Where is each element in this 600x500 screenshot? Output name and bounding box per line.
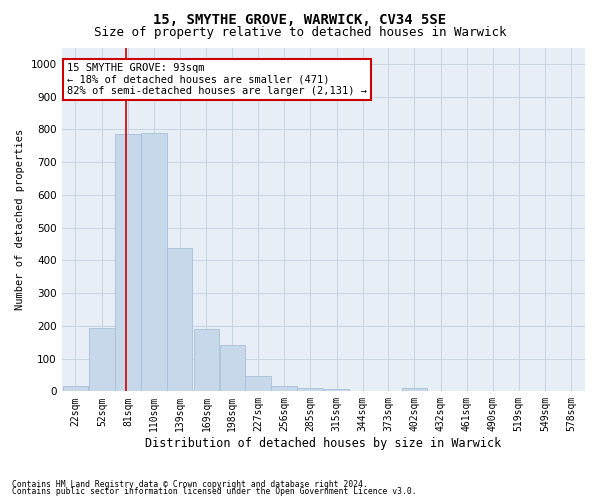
Bar xyxy=(89,328,115,392)
Y-axis label: Number of detached properties: Number of detached properties xyxy=(15,129,25,310)
Text: 15, SMYTHE GROVE, WARWICK, CV34 5SE: 15, SMYTHE GROVE, WARWICK, CV34 5SE xyxy=(154,12,446,26)
Bar xyxy=(297,388,323,392)
Bar xyxy=(167,248,193,392)
Bar xyxy=(245,376,271,392)
Text: Contains public sector information licensed under the Open Government Licence v3: Contains public sector information licen… xyxy=(12,487,416,496)
Bar xyxy=(62,386,88,392)
Bar xyxy=(194,329,219,392)
Bar xyxy=(271,386,297,392)
Text: Size of property relative to detached houses in Warwick: Size of property relative to detached ho… xyxy=(94,26,506,39)
Bar xyxy=(115,134,140,392)
Bar xyxy=(324,389,349,392)
Bar xyxy=(401,388,427,392)
Text: Contains HM Land Registry data © Crown copyright and database right 2024.: Contains HM Land Registry data © Crown c… xyxy=(12,480,368,489)
Bar xyxy=(141,132,167,392)
X-axis label: Distribution of detached houses by size in Warwick: Distribution of detached houses by size … xyxy=(145,437,502,450)
Text: 15 SMYTHE GROVE: 93sqm
← 18% of detached houses are smaller (471)
82% of semi-de: 15 SMYTHE GROVE: 93sqm ← 18% of detached… xyxy=(67,63,367,96)
Bar xyxy=(220,344,245,392)
